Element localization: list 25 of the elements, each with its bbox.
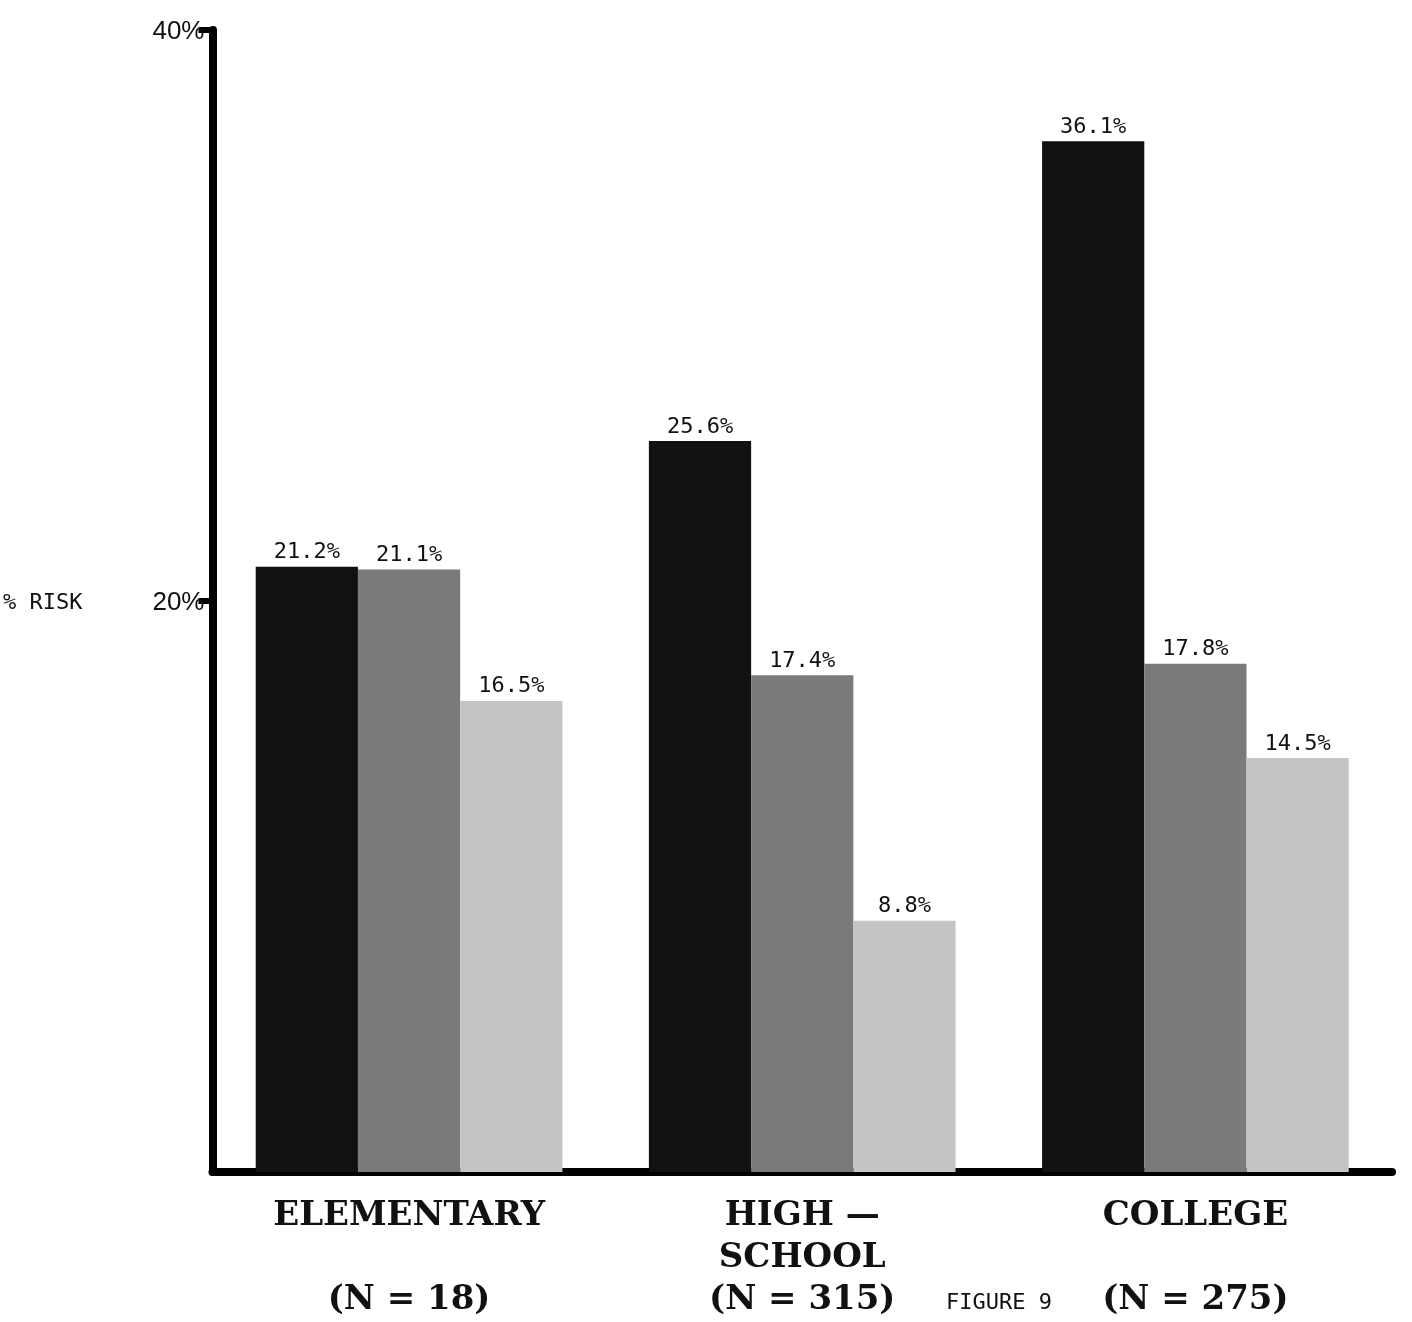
bar bbox=[255, 566, 358, 1172]
data-label: 14.5% bbox=[1264, 729, 1331, 755]
caption: FIGURE 9 bbox=[946, 1288, 1053, 1314]
bar bbox=[1246, 758, 1349, 1172]
category-label: ELEMENTARY (N = 18) bbox=[273, 1193, 545, 1317]
data-label: 36.1% bbox=[1060, 112, 1127, 138]
data-label: 17.4% bbox=[769, 646, 836, 672]
data-label: 17.8% bbox=[1162, 635, 1229, 661]
data-label: 21.1% bbox=[375, 541, 443, 567]
x-tick-label: HIGH — SCHOOL (N = 315) bbox=[709, 1193, 896, 1317]
y-tick-label: 40% bbox=[152, 15, 205, 45]
bar bbox=[648, 441, 752, 1172]
data-label: 25.6% bbox=[666, 412, 734, 438]
data-label: 8.8% bbox=[877, 892, 931, 918]
data-label: 16.5% bbox=[478, 672, 545, 698]
category-label: COLLEGE (N = 275) bbox=[1102, 1193, 1289, 1317]
bar bbox=[460, 700, 563, 1172]
bar bbox=[357, 569, 461, 1172]
data-label: 21.2% bbox=[273, 538, 340, 564]
bar bbox=[1144, 663, 1247, 1172]
y-axis-title: % RISK bbox=[2, 588, 84, 614]
y-tick-label: 20% bbox=[152, 586, 205, 616]
bar bbox=[853, 920, 956, 1172]
bar bbox=[751, 675, 854, 1172]
bar bbox=[1042, 141, 1145, 1172]
